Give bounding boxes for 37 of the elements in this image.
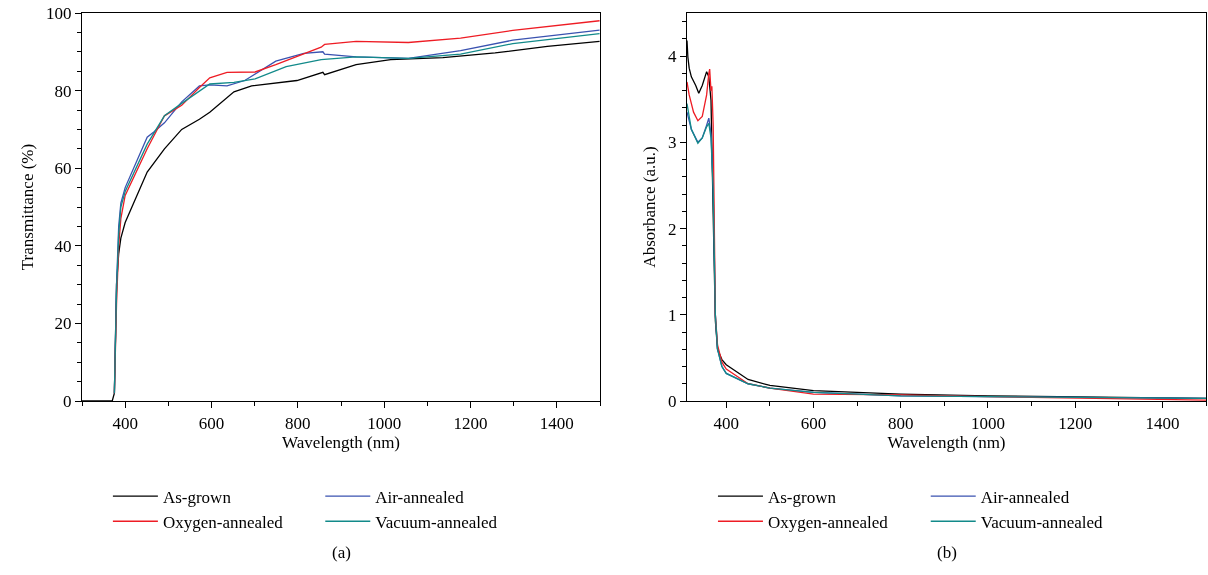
y-tick-label: 100 <box>46 3 72 23</box>
x-tick-label: 1200 <box>1058 413 1093 433</box>
x-tick-label: 400 <box>112 413 138 433</box>
y-axis-title: Transmittance (%) <box>17 143 37 271</box>
x-axis-title: Wavelength (nm) <box>887 432 1006 452</box>
x-tick-label: 1000 <box>367 413 402 433</box>
y-tick-label: 1 <box>668 305 677 325</box>
x-tick-label: 400 <box>713 413 739 433</box>
text: (a) <box>332 543 351 562</box>
x-tick-label: 1000 <box>970 413 1005 433</box>
y-tick-label: 0 <box>668 391 677 411</box>
y-tick-label: 2 <box>668 219 677 239</box>
x-tick-label: 800 <box>285 413 311 433</box>
y-tick-label: 40 <box>54 236 72 256</box>
legend-label: Oxygen-annealed <box>162 512 284 532</box>
x-tick-label: 1200 <box>453 413 488 433</box>
legend-label: Vacuum-annealed <box>375 512 498 532</box>
y-tick-label: 3 <box>668 133 677 153</box>
x-tick-label: 600 <box>800 413 827 433</box>
legend-label: Vacuum-annealed <box>980 512 1104 532</box>
x-tick-label: 1400 <box>1145 413 1180 433</box>
y-tick-label: 0 <box>63 391 72 411</box>
legend-label: Air-annealed <box>375 487 465 507</box>
x-tick-label: 800 <box>887 413 914 433</box>
y-tick-label: 60 <box>54 159 72 179</box>
y-tick-label: 80 <box>54 81 72 101</box>
y-tick-label: 4 <box>668 47 677 67</box>
x-tick-label: 1400 <box>539 413 574 433</box>
y-tick-label: 20 <box>54 314 72 334</box>
legend-label: As-grown <box>767 487 837 507</box>
legend-label: Air-annealed <box>980 487 1070 507</box>
y-axis-title: Absorbance (a.u.) <box>639 146 659 268</box>
legend-label: Oxygen-annealed <box>767 512 889 532</box>
x-tick-label: 600 <box>198 413 225 433</box>
legend-label: As-grown <box>162 487 232 507</box>
text: (b) <box>937 543 957 562</box>
x-axis-title: Wavelength (nm) <box>281 432 401 452</box>
